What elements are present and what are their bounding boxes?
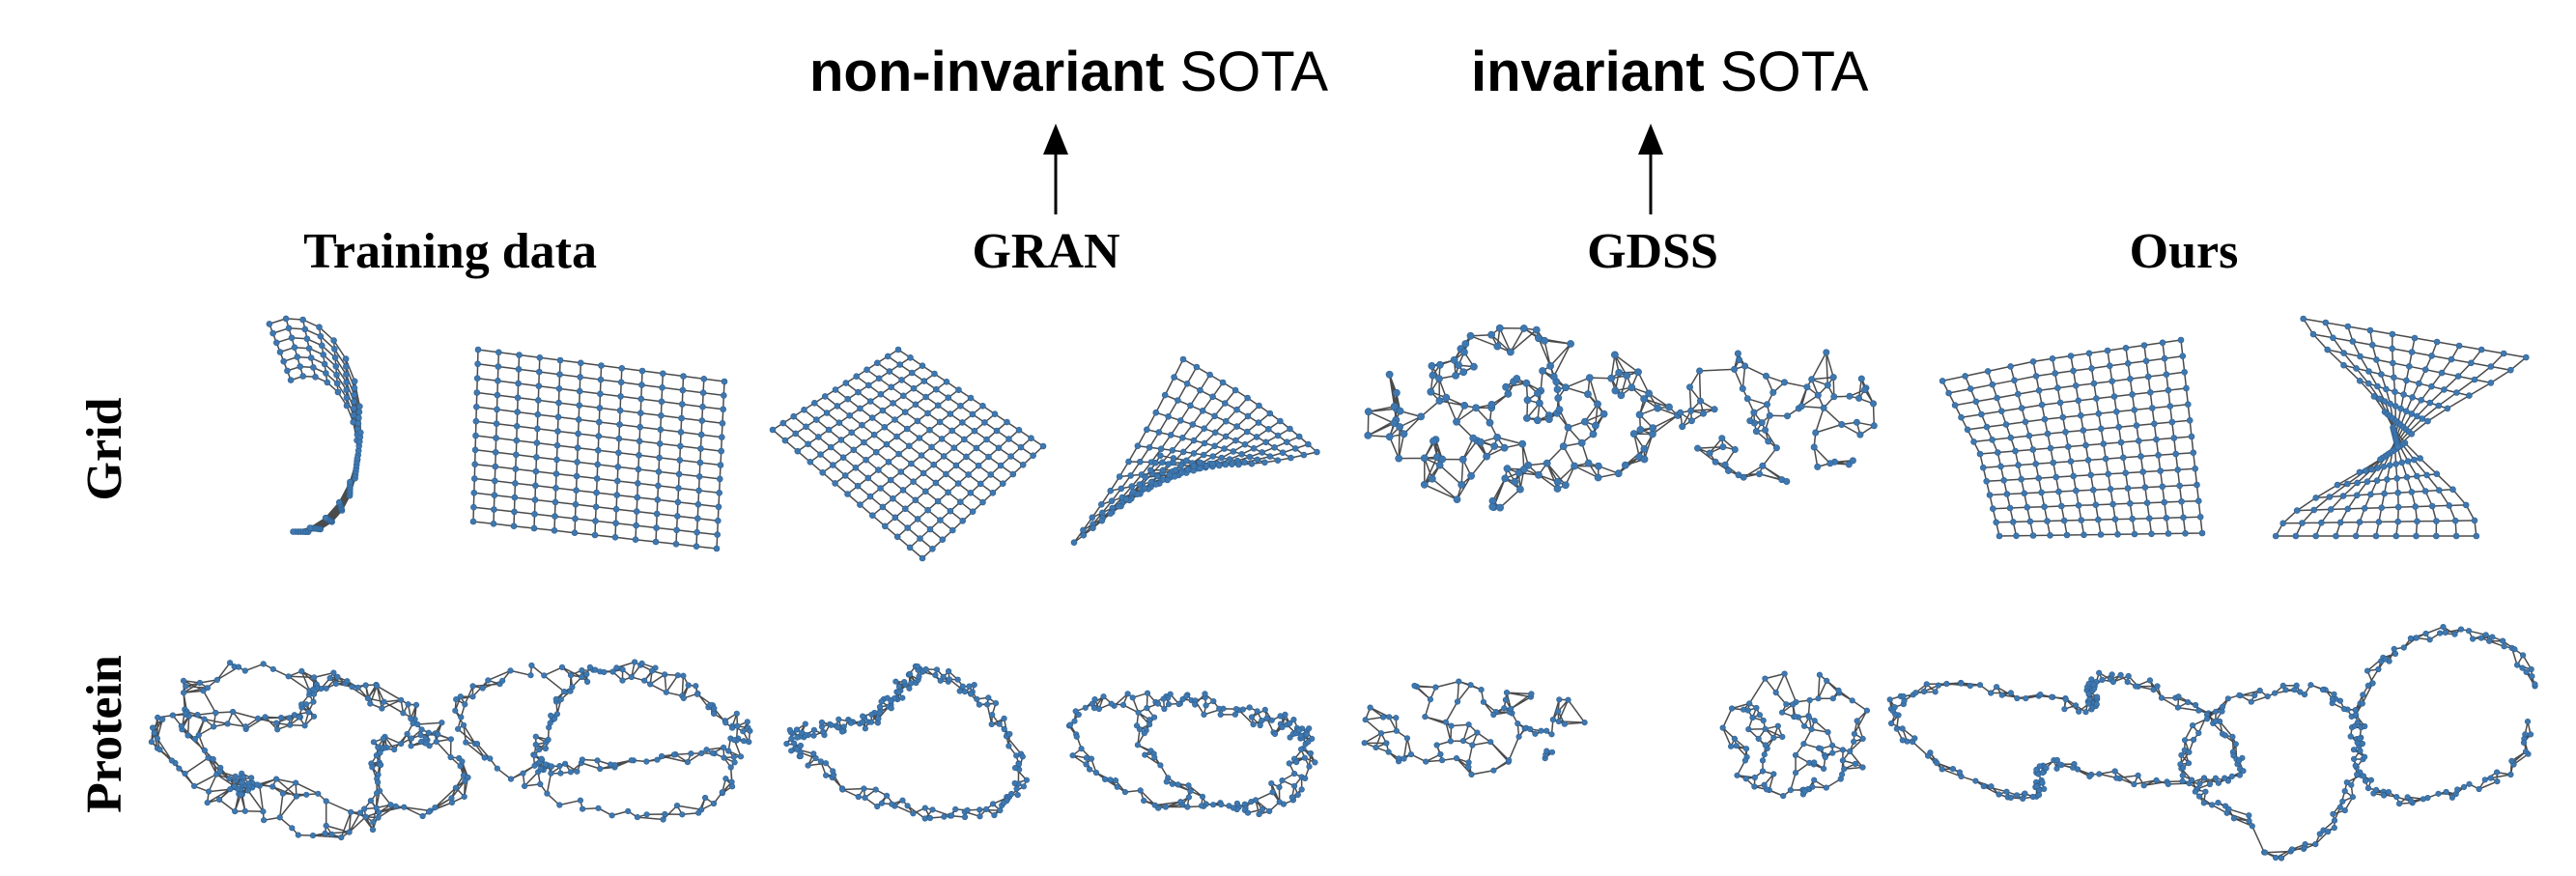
protein-training-1 bbox=[148, 660, 471, 841]
protein-training-2-nodes bbox=[452, 659, 753, 823]
protein-ours-1-nodes bbox=[1886, 669, 2247, 803]
grid-gdss-1-edges bbox=[1367, 327, 1679, 509]
grid-gran-2-nodes bbox=[1070, 355, 1320, 547]
protein-gdss-2 bbox=[1719, 670, 1870, 800]
protein-gdss-1 bbox=[1361, 678, 1588, 778]
label-invariant-bold: invariant bbox=[1471, 41, 1705, 103]
protein-training-2 bbox=[452, 659, 753, 823]
grid-training-2-nodes bbox=[469, 346, 728, 552]
grid-gdss-1-nodes bbox=[1364, 324, 1682, 512]
grid-gdss-2 bbox=[1677, 349, 1878, 485]
grid-ours-1-nodes bbox=[1939, 336, 2206, 540]
protein-ours-2 bbox=[2177, 623, 2538, 862]
label-non-invariant-sota: non-invariant SOTA bbox=[809, 41, 1328, 103]
protein-training-1-nodes bbox=[148, 660, 471, 841]
grid-ours-2-nodes bbox=[2272, 315, 2530, 540]
grid-gran-1-nodes bbox=[769, 346, 1047, 562]
protein-ours-2-nodes bbox=[2177, 623, 2538, 862]
protein-gdss-2-nodes bbox=[1719, 670, 1870, 800]
label-invariant-rest: SOTA bbox=[1705, 41, 1869, 103]
protein-gran-2-edges bbox=[1068, 692, 1316, 815]
row-label-protein: Protein bbox=[77, 655, 132, 813]
column-header-training-data: Training data bbox=[303, 224, 597, 279]
grid-ours-1 bbox=[1939, 336, 2206, 540]
grid-gdss-1 bbox=[1364, 324, 1682, 512]
label-non-invariant-bold: non-invariant bbox=[809, 41, 1164, 103]
label-invariant-sota: invariant SOTA bbox=[1471, 41, 1869, 103]
grid-gran-2 bbox=[1070, 355, 1320, 547]
grid-training-2 bbox=[469, 346, 728, 552]
protein-gran-2 bbox=[1065, 690, 1318, 818]
arrow-gdss-to-invariant bbox=[1638, 124, 1663, 214]
grid-training-1 bbox=[266, 315, 364, 536]
row-label-grid: Grid bbox=[77, 397, 132, 500]
grid-gdss-2-edges bbox=[1679, 352, 1876, 483]
grid-ours-2 bbox=[2272, 315, 2530, 540]
column-header-gdss: GDSS bbox=[1587, 224, 1718, 279]
grid-ours-1-edges bbox=[1941, 339, 2203, 537]
column-header-gran: GRAN bbox=[972, 224, 1119, 279]
protein-gran-2-nodes bbox=[1065, 690, 1318, 818]
grid-gdss-2-nodes bbox=[1677, 349, 1878, 485]
column-header-ours: Ours bbox=[2130, 224, 2239, 279]
protein-gdss-1-nodes bbox=[1361, 678, 1588, 778]
graph-panels bbox=[148, 315, 2538, 862]
grid-training-2-edges bbox=[472, 349, 725, 550]
arrow-gran-to-non-invariant bbox=[1043, 124, 1068, 214]
grid-training-1-nodes bbox=[266, 315, 364, 536]
label-non-invariant-rest: SOTA bbox=[1164, 41, 1328, 103]
grid-gran-1 bbox=[769, 346, 1047, 562]
protein-gran-1-nodes bbox=[783, 663, 1030, 822]
protein-gran-1 bbox=[783, 663, 1030, 822]
protein-ours-1 bbox=[1886, 669, 2247, 803]
grid-training-1-edges bbox=[269, 318, 362, 533]
grid-gran-1-edges bbox=[772, 349, 1044, 559]
